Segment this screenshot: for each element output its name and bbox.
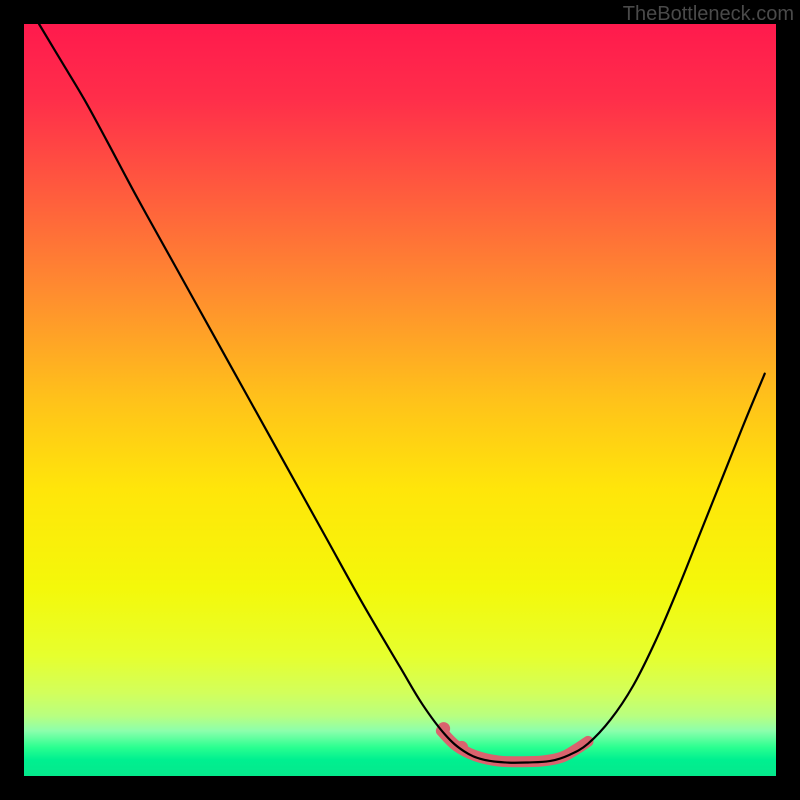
chart-root: { "meta": { "watermark": "TheBottleneck.… bbox=[0, 0, 800, 800]
watermark-text: TheBottleneck.com bbox=[623, 3, 794, 26]
plot-background bbox=[24, 24, 776, 776]
bottleneck-chart bbox=[0, 0, 800, 800]
